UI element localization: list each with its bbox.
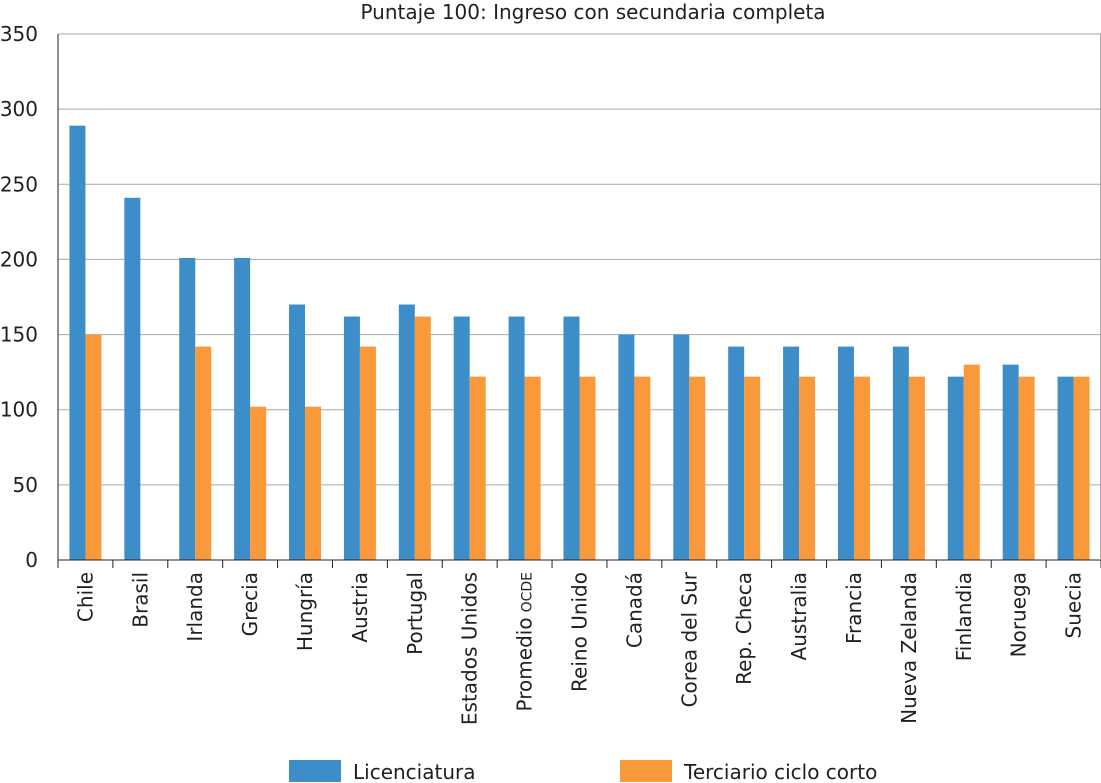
- bar-licenciatura: [234, 257, 251, 560]
- x-tick-label: Austria: [348, 572, 372, 643]
- x-tick-label: Corea del Sur: [677, 571, 701, 707]
- y-tick-label: 50: [13, 473, 38, 497]
- bar-licenciatura: [783, 346, 800, 560]
- bar-terciario-ciclo-corto: [524, 376, 541, 560]
- legend: Licenciatura Terciario ciclo corto: [289, 760, 877, 783]
- bar-licenciatura: [1002, 364, 1019, 560]
- x-tick-label: Nueva Zelanda: [897, 572, 921, 724]
- bar-licenciatura: [1057, 376, 1074, 560]
- legend-swatch: [289, 760, 341, 782]
- bar-terciario-ciclo-corto: [359, 346, 376, 560]
- bar-licenciatura: [673, 334, 690, 560]
- y-tick-label: 250: [0, 172, 38, 196]
- bar-terciario-ciclo-corto: [963, 364, 980, 560]
- y-tick-label: 100: [0, 398, 38, 422]
- x-tick-label: PromedioOCDE: [513, 572, 537, 711]
- bar-terciario-ciclo-corto: [195, 346, 212, 560]
- bar-licenciatura: [289, 304, 306, 560]
- x-tick-label: Finlandia: [952, 572, 976, 661]
- bar-terciario-ciclo-corto: [908, 376, 925, 560]
- bar-licenciatura: [892, 346, 909, 560]
- bar-terciario-ciclo-corto: [305, 406, 322, 560]
- x-tick-labels: Chile Brasil Irlanda Grecia Hungría Austria Po…: [73, 571, 1085, 725]
- y-tick-label: 350: [0, 22, 38, 46]
- bar-licenciatura: [453, 316, 470, 560]
- bar-terciario-ciclo-corto: [634, 376, 651, 560]
- y-tick-label: 0: [25, 548, 38, 572]
- bar-terciario-ciclo-corto: [414, 316, 431, 560]
- bar-terciario-ciclo-corto: [853, 376, 870, 560]
- bar-terciario-ciclo-corto: [579, 376, 596, 560]
- chart-title: Puntaje 100: Ingreso con secundaria comp…: [360, 0, 825, 24]
- y-tick-label: 150: [0, 323, 38, 347]
- x-tick-label: Brasil: [128, 572, 152, 628]
- bar-licenciatura: [343, 316, 360, 560]
- x-tick-label: Australia: [787, 572, 811, 660]
- bars: [69, 125, 1090, 560]
- x-tick-label: Portugal: [403, 572, 427, 655]
- x-tick-label: Irlanda: [183, 572, 207, 642]
- x-tick-label: Rep. Checa: [732, 572, 756, 685]
- bar-licenciatura: [124, 197, 141, 560]
- x-tick-label: Hungría: [293, 572, 317, 651]
- bar-terciario-ciclo-corto: [85, 334, 102, 560]
- bar-licenciatura: [837, 346, 854, 560]
- x-tick-label: Canadá: [622, 572, 646, 648]
- x-tick-label: Francia: [842, 572, 866, 644]
- x-tick-label: Chile: [73, 572, 97, 622]
- legend-label: Terciario ciclo corto: [683, 760, 877, 783]
- x-tick-label: Noruega: [1007, 572, 1031, 657]
- bar-licenciatura: [69, 125, 86, 560]
- legend-swatch: [620, 760, 672, 782]
- bar-licenciatura: [728, 346, 745, 560]
- legend-label: Licenciatura: [353, 760, 475, 783]
- bar-terciario-ciclo-corto: [469, 376, 486, 560]
- bar-terciario-ciclo-corto: [799, 376, 816, 560]
- x-tick-label: Grecia: [238, 572, 262, 636]
- bar-terciario-ciclo-corto: [1073, 376, 1090, 560]
- x-tick-label: Estados Unidos: [458, 572, 482, 725]
- y-tick-labels: 0 50 100 150 200 250 300 350: [0, 22, 38, 572]
- y-tick-label: 200: [0, 247, 38, 271]
- y-tick-label: 300: [0, 97, 38, 121]
- bar-terciario-ciclo-corto: [689, 376, 706, 560]
- bar-licenciatura: [563, 316, 580, 560]
- bar-terciario-ciclo-corto: [1018, 376, 1035, 560]
- x-tick-label: Suecia: [1062, 572, 1086, 638]
- bar-licenciatura: [947, 376, 964, 560]
- bar-terciario-ciclo-corto: [744, 376, 761, 560]
- bar-terciario-ciclo-corto: [250, 406, 267, 560]
- bar-licenciatura: [618, 334, 635, 560]
- x-tick-label: Reino Unido: [568, 572, 592, 692]
- bar-licenciatura: [398, 304, 415, 560]
- bar-licenciatura: [179, 257, 196, 560]
- bar-licenciatura: [508, 316, 525, 560]
